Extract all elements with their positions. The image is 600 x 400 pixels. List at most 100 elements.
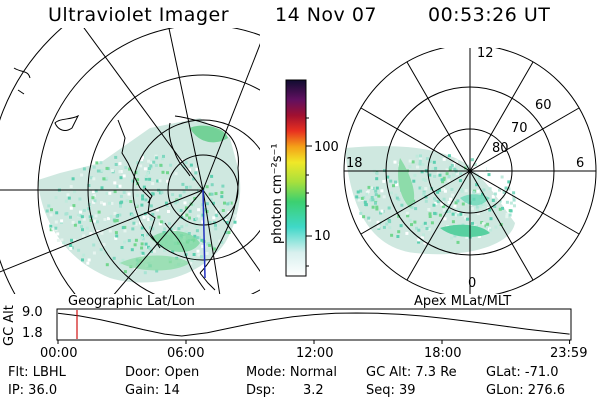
speckle-pixel	[221, 209, 225, 212]
speckle-pixel	[214, 192, 218, 196]
speckle-pixel	[146, 245, 150, 249]
speckle-pixel	[390, 191, 393, 195]
speckle-pixel	[155, 156, 159, 160]
speckle-pixel	[453, 167, 457, 171]
speckle-pixel	[447, 174, 451, 178]
speckle-pixel	[193, 234, 197, 238]
speckle-pixel	[427, 208, 431, 211]
speckle-pixel	[71, 177, 75, 181]
speckle-pixel	[147, 159, 151, 163]
speckle-pixel	[411, 160, 415, 164]
speckle-pixel	[480, 221, 484, 225]
speckle-pixel	[371, 198, 375, 202]
speckle-pixel	[375, 186, 379, 190]
speckle-pixel	[450, 187, 454, 191]
speckle-pixel	[193, 197, 197, 200]
speckle-pixel	[420, 170, 424, 174]
speckle-pixel	[67, 196, 71, 200]
speckle-pixel	[81, 228, 84, 232]
speckle-pixel	[113, 190, 117, 194]
speckle-pixel	[359, 189, 363, 193]
coastlines	[13, 67, 239, 291]
speckle-pixel	[370, 196, 374, 199]
speckle-pixel	[208, 221, 212, 224]
speckle-pixel	[196, 214, 200, 218]
speckle-pixel	[476, 208, 479, 212]
speckle-pixel	[102, 177, 106, 181]
speckle-pixel	[140, 242, 144, 246]
speckle-pixel	[428, 212, 432, 216]
speckle-pixel	[62, 241, 66, 245]
speckle-pixel	[151, 182, 155, 186]
speckle-pixel	[118, 170, 122, 174]
speckle-pixel	[461, 213, 465, 217]
speckle-pixel	[374, 189, 378, 193]
speckle-pixel	[370, 186, 374, 190]
speckle-pixel	[211, 246, 215, 250]
speckle-pixel	[113, 219, 117, 223]
speckle-pixel	[436, 200, 440, 204]
speckle-pixel	[123, 270, 127, 274]
speckle-pixel	[408, 159, 412, 163]
speckle-pixel	[169, 163, 173, 167]
speckle-pixel	[422, 233, 425, 237]
mlt-label-18: 18	[346, 156, 363, 171]
speckle-pixel	[70, 238, 73, 242]
speckle-pixel	[502, 190, 506, 194]
speckle-pixel	[356, 190, 360, 194]
speckle-pixel	[174, 201, 178, 205]
speckle-pixel	[451, 220, 455, 224]
speckle-pixel	[146, 171, 150, 175]
speckle-pixel	[164, 201, 168, 205]
speckle-pixel	[475, 183, 479, 187]
speckle-pixel	[205, 210, 209, 213]
speckle-pixel	[430, 221, 434, 225]
speckle-pixel	[146, 214, 150, 218]
speckle-pixel	[188, 185, 192, 189]
speckle-pixel	[356, 197, 360, 200]
speckle-pixel	[218, 239, 222, 243]
speckle-pixel	[476, 212, 480, 216]
speckle-pixel	[171, 250, 175, 253]
speckle-pixel	[178, 194, 182, 198]
speckle-pixel	[114, 155, 118, 159]
door-value: Door: Open	[125, 365, 200, 380]
speckle-pixel	[114, 236, 118, 240]
speckle-pixel	[163, 227, 167, 231]
speckle-pixel	[50, 208, 53, 212]
speckle-pixel	[123, 229, 127, 233]
mlt-label-6: 6	[576, 156, 585, 171]
speckle-pixel	[148, 247, 152, 251]
speckle-pixel	[357, 198, 361, 202]
speckle-pixel	[141, 155, 144, 159]
speckle-pixel	[396, 235, 400, 238]
speckle-pixel	[141, 234, 144, 237]
speckle-pixel	[488, 208, 492, 212]
speckle-pixel	[82, 208, 86, 212]
speckle-pixel	[139, 164, 143, 168]
speckle-pixel	[49, 228, 53, 232]
speckle-pixel	[512, 191, 516, 195]
speckle-pixel	[443, 217, 447, 221]
speckle-pixel	[428, 159, 432, 163]
speckle-pixel	[223, 201, 226, 205]
speckle-pixel	[122, 174, 126, 178]
speckle-pixel	[413, 220, 417, 224]
speckle-pixel	[181, 182, 185, 186]
speckle-pixel	[442, 176, 446, 180]
speckle-pixel	[163, 249, 166, 252]
speckle-pixel	[73, 238, 77, 242]
speckle-pixel	[512, 198, 516, 202]
speckle-pixel	[367, 216, 371, 220]
speckle-pixel	[154, 154, 158, 158]
speckle-pixel	[420, 187, 424, 191]
speckle-pixel	[185, 223, 189, 227]
speckle-pixel	[505, 212, 509, 216]
speckle-pixel	[97, 210, 101, 214]
speckle-pixel	[388, 220, 392, 224]
speckle-pixel	[118, 162, 122, 166]
speckle-pixel	[201, 220, 205, 224]
speckle-pixel	[479, 204, 482, 208]
speckle-pixel	[471, 221, 474, 225]
